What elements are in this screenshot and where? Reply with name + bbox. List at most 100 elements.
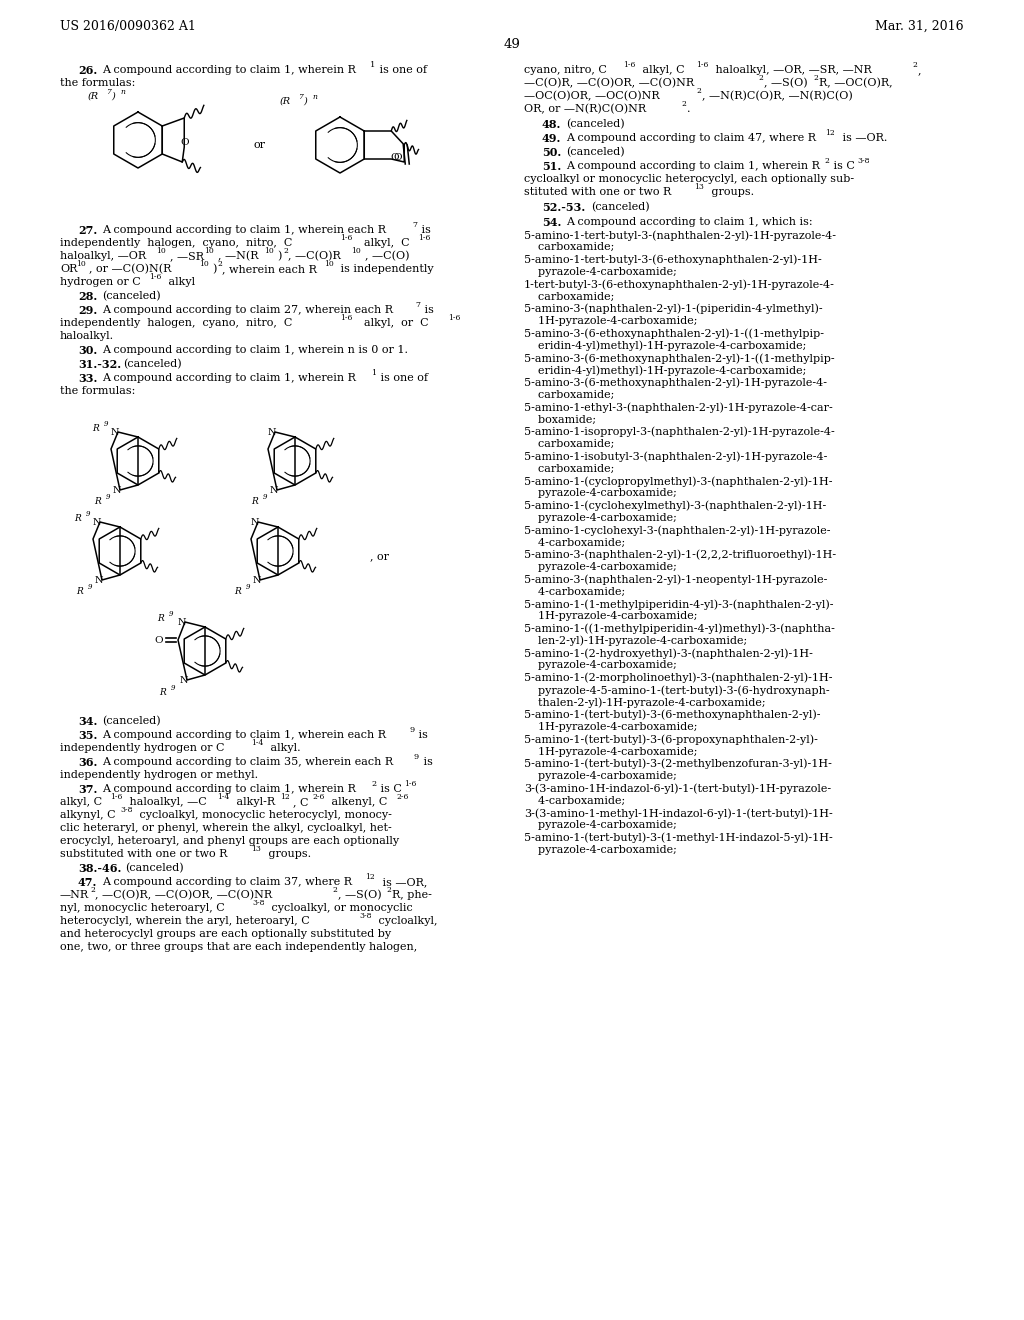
Text: 12: 12	[365, 873, 375, 880]
Text: 49.: 49.	[542, 133, 561, 144]
Text: 4-carboxamide;: 4-carboxamide;	[524, 537, 626, 548]
Text: 7: 7	[412, 220, 417, 228]
Text: 54.: 54.	[542, 216, 561, 228]
Text: (canceled): (canceled)	[125, 863, 183, 874]
Text: independently hydrogen or methyl.: independently hydrogen or methyl.	[60, 770, 258, 780]
Text: eridin-4-yl)methyl)-1H-pyrazole-4-carboxamide;: eridin-4-yl)methyl)-1H-pyrazole-4-carbox…	[524, 341, 806, 351]
Text: 4-carboxamide;: 4-carboxamide;	[524, 796, 626, 805]
Text: stituted with one or two R: stituted with one or two R	[524, 187, 672, 197]
Text: —NR: —NR	[60, 890, 89, 900]
Text: 49: 49	[504, 38, 520, 51]
Text: is —OR.: is —OR.	[839, 133, 888, 143]
Text: 26.: 26.	[78, 65, 97, 77]
Text: haloalkyl, —C: haloalkyl, —C	[126, 797, 207, 807]
Text: carboxamide;: carboxamide;	[524, 243, 614, 252]
Text: pyrazole-4-carboxamide;: pyrazole-4-carboxamide;	[524, 488, 677, 498]
Text: 1-6: 1-6	[404, 780, 417, 788]
Text: R: R	[94, 498, 100, 506]
Text: cycloalkyl, or monocyclic: cycloalkyl, or monocyclic	[268, 903, 413, 913]
Text: 5-amino-3-(6-ethoxynaphthalen-2-yl)-1-((1-methylpip-: 5-amino-3-(6-ethoxynaphthalen-2-yl)-1-((…	[524, 329, 824, 339]
Text: is: is	[418, 224, 431, 235]
Text: 1-6: 1-6	[340, 314, 352, 322]
Text: 2: 2	[681, 100, 686, 108]
Text: alkyl-R: alkyl-R	[233, 797, 275, 807]
Text: groups.: groups.	[265, 849, 311, 859]
Text: thalen-2-yl)-1H-pyrazole-4-carboxamide;: thalen-2-yl)-1H-pyrazole-4-carboxamide;	[524, 697, 766, 708]
Text: 1-6: 1-6	[340, 234, 352, 242]
Text: A compound according to claim 1, wherein R: A compound according to claim 1, wherein…	[102, 65, 356, 75]
Text: 2: 2	[371, 780, 376, 788]
Text: N: N	[270, 486, 279, 495]
Text: 3-8: 3-8	[359, 912, 372, 920]
Text: , or: , or	[370, 550, 389, 561]
Text: 3-(3-amino-1H-indazol-6-yl)-1-(tert-butyl)-1H-pyrazole-: 3-(3-amino-1H-indazol-6-yl)-1-(tert-buty…	[524, 784, 831, 795]
Text: R: R	[159, 688, 166, 697]
Text: , —S(O): , —S(O)	[764, 78, 808, 88]
Text: 29.: 29.	[78, 305, 97, 315]
Text: A compound according to claim 1, wherein n is 0 or 1.: A compound according to claim 1, wherein…	[102, 345, 408, 355]
Text: 9: 9	[246, 583, 251, 591]
Text: nyl, monocyclic heteroaryl, C: nyl, monocyclic heteroaryl, C	[60, 903, 224, 913]
Text: 7: 7	[298, 92, 303, 102]
Text: 1: 1	[371, 370, 376, 378]
Text: ): )	[212, 264, 216, 275]
Text: n: n	[312, 92, 316, 102]
Text: pyrazole-4-carboxamide;: pyrazole-4-carboxamide;	[524, 513, 677, 523]
Text: 36.: 36.	[78, 756, 97, 768]
Text: 1-tert-butyl-3-(6-ethoxynaphthalen-2-yl)-1H-pyrazole-4-: 1-tert-butyl-3-(6-ethoxynaphthalen-2-yl)…	[524, 280, 835, 290]
Text: N: N	[95, 576, 103, 585]
Text: N: N	[178, 618, 186, 627]
Text: 1-6: 1-6	[110, 793, 123, 801]
Text: , or —C(O)N(R: , or —C(O)N(R	[89, 264, 171, 275]
Text: pyrazole-4-5-amino-1-(tert-butyl)-3-(6-hydroxynaph-: pyrazole-4-5-amino-1-(tert-butyl)-3-(6-h…	[524, 685, 829, 696]
Text: and heterocyclyl groups are each optionally substituted by: and heterocyclyl groups are each optiona…	[60, 929, 391, 939]
Text: (canceled): (canceled)	[123, 359, 181, 370]
Text: (canceled): (canceled)	[591, 202, 649, 213]
Text: carboxamide;: carboxamide;	[524, 463, 614, 474]
Text: (canceled): (canceled)	[102, 715, 161, 726]
Text: 1-6: 1-6	[449, 314, 461, 322]
Text: 13: 13	[694, 183, 703, 191]
Text: pyrazole-4-carboxamide;: pyrazole-4-carboxamide;	[524, 267, 677, 277]
Text: 10: 10	[156, 247, 166, 255]
Text: 48.: 48.	[542, 119, 561, 129]
Text: 10: 10	[264, 247, 273, 255]
Text: R: R	[74, 513, 81, 523]
Text: hydrogen or C: hydrogen or C	[60, 277, 140, 286]
Text: N: N	[111, 428, 120, 437]
Text: 5-amino-1-(tert-butyl)-3-(6-methoxynaphthalen-2-yl)-: 5-amino-1-(tert-butyl)-3-(6-methoxynapht…	[524, 710, 820, 721]
Text: R, phe-: R, phe-	[392, 890, 432, 900]
Text: 9: 9	[88, 583, 92, 591]
Text: 1H-pyrazole-4-carboxamide;: 1H-pyrazole-4-carboxamide;	[524, 747, 697, 756]
Text: 2-6: 2-6	[312, 793, 325, 801]
Text: heterocyclyl, wherein the aryl, heteroaryl, C: heterocyclyl, wherein the aryl, heteroar…	[60, 916, 309, 927]
Text: is one of: is one of	[377, 374, 428, 383]
Text: 51.: 51.	[542, 161, 561, 172]
Text: haloalkyl.: haloalkyl.	[60, 331, 114, 341]
Text: alkyl, C: alkyl, C	[639, 65, 685, 75]
Text: alkyl, C: alkyl, C	[60, 797, 102, 807]
Text: ,: ,	[918, 65, 922, 75]
Text: 5-amino-1-isopropyl-3-(naphthalen-2-yl)-1H-pyrazole-4-: 5-amino-1-isopropyl-3-(naphthalen-2-yl)-…	[524, 426, 835, 437]
Text: 5-amino-1-tert-butyl-3-(naphthalen-2-yl)-1H-pyrazole-4-: 5-amino-1-tert-butyl-3-(naphthalen-2-yl)…	[524, 230, 836, 240]
Text: 35.: 35.	[78, 730, 97, 741]
Text: (R: (R	[280, 96, 291, 106]
Text: alkenyl, C: alkenyl, C	[328, 797, 387, 807]
Text: , —C(O)R, —C(O)OR, —C(O)NR: , —C(O)R, —C(O)OR, —C(O)NR	[95, 890, 272, 900]
Text: —C(O)R, —C(O)OR, —C(O)NR: —C(O)R, —C(O)OR, —C(O)NR	[524, 78, 694, 88]
Text: 5-amino-3-(naphthalen-2-yl)-1-neopentyl-1H-pyrazole-: 5-amino-3-(naphthalen-2-yl)-1-neopentyl-…	[524, 574, 827, 585]
Text: O: O	[154, 636, 163, 645]
Text: A compound according to claim 1, wherein each R: A compound according to claim 1, wherein…	[102, 730, 386, 741]
Text: , C: , C	[293, 797, 308, 807]
Text: 1-4: 1-4	[217, 793, 229, 801]
Text: one, two, or three groups that are each independently halogen,: one, two, or three groups that are each …	[60, 942, 417, 952]
Text: cycloalkyl,: cycloalkyl,	[375, 916, 437, 927]
Text: is C: is C	[377, 784, 401, 795]
Text: 2: 2	[912, 61, 916, 69]
Text: 10: 10	[351, 247, 360, 255]
Text: N: N	[253, 576, 261, 585]
Text: pyrazole-4-carboxamide;: pyrazole-4-carboxamide;	[524, 562, 677, 572]
Text: alkyl,  or  C: alkyl, or C	[357, 318, 429, 327]
Text: 33.: 33.	[78, 374, 97, 384]
Text: 9: 9	[171, 684, 175, 692]
